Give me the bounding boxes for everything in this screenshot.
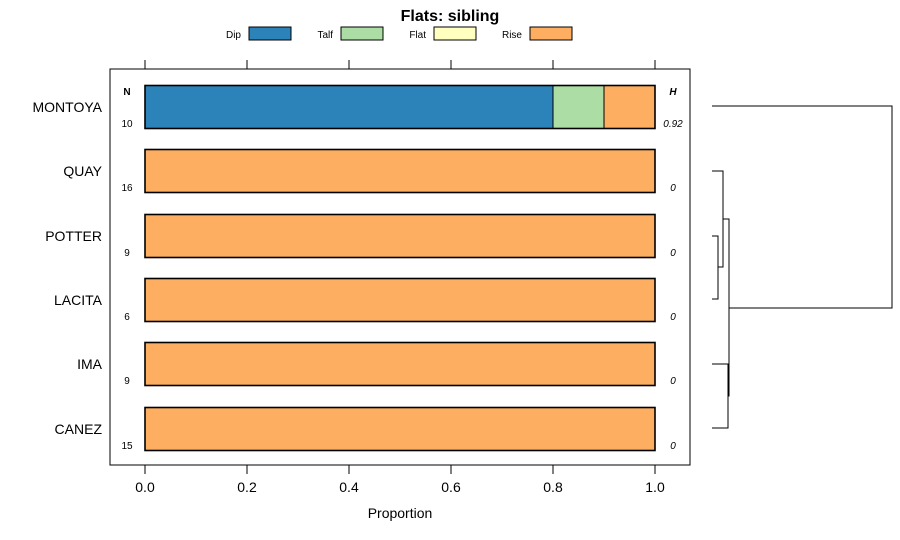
x-tick-label: 0.6 xyxy=(441,479,461,495)
dendrogram-branch-montoya xyxy=(712,105,893,309)
legend-swatch-rise xyxy=(529,26,573,41)
bar-lacita-rise xyxy=(144,278,656,322)
x-tick-label: 0.4 xyxy=(339,479,359,495)
h-header: H xyxy=(669,87,677,98)
x-tick-label: 1.0 xyxy=(645,479,665,495)
chart-title: Flats: sibling xyxy=(401,8,500,25)
dendrogram-branch-ima-canez xyxy=(712,363,729,429)
category-label-ima: IMA xyxy=(77,356,103,372)
row-annotations: MONTOYA 10 0.92 QUAY 16 0 POTTER 9 0 LACITA 6 0 IMA 9… xyxy=(33,99,684,452)
x-tick-label: 0.2 xyxy=(237,479,257,495)
n-header: N xyxy=(123,87,130,98)
category-label-montoya: MONTOYA xyxy=(33,99,103,115)
bars xyxy=(144,84,656,452)
n-value-montoya: 10 xyxy=(121,119,133,130)
h-value-montoya: 0.92 xyxy=(663,119,683,130)
n-value-quay: 16 xyxy=(121,183,133,194)
n-value-potter: 9 xyxy=(124,248,130,259)
bar-montoya-dip xyxy=(144,85,554,129)
bar-outline-ima xyxy=(144,341,656,387)
bar-ima-rise xyxy=(144,342,656,386)
h-value-potter: 0 xyxy=(670,248,676,259)
category-label-lacita: LACITA xyxy=(54,292,103,308)
bar-outline-canez xyxy=(144,406,656,452)
x-tick-label: 0.0 xyxy=(135,479,155,495)
n-value-canez: 15 xyxy=(121,441,133,452)
x-tick-label: 0.8 xyxy=(543,479,563,495)
legend-swatch-dip xyxy=(248,26,292,41)
legend: Dip Talf Flat Rise xyxy=(226,26,573,41)
category-label-potter: POTTER xyxy=(45,228,102,244)
top-axis-ticks xyxy=(144,60,656,69)
n-value-lacita: 6 xyxy=(124,312,130,323)
n-value-ima: 9 xyxy=(124,376,130,387)
legend-label-talf: Talf xyxy=(317,30,333,41)
x-axis-label: Proportion xyxy=(368,505,433,521)
legend-label-rise: Rise xyxy=(502,30,522,41)
dendrogram xyxy=(712,105,893,429)
bar-outline-quay xyxy=(144,148,656,194)
plot-panel xyxy=(109,68,691,466)
bar-potter-rise xyxy=(144,214,656,258)
bar-montoya-talf xyxy=(552,85,605,129)
bar-outline-lacita xyxy=(144,277,656,323)
bar-outline-potter xyxy=(144,213,656,259)
x-axis: 0.0 0.2 0.4 0.6 0.8 1.0 xyxy=(135,465,665,495)
h-value-canez: 0 xyxy=(670,441,676,452)
bar-quay-rise xyxy=(144,149,656,193)
legend-label-dip: Dip xyxy=(226,30,241,41)
legend-label-flat: Flat xyxy=(409,30,426,41)
bar-outline-montoya xyxy=(144,84,656,130)
dendrogram-branch-potter-lacita xyxy=(712,235,719,300)
h-value-lacita: 0 xyxy=(670,312,676,323)
legend-swatch-flat xyxy=(433,26,477,41)
bar-canez-rise xyxy=(144,407,656,451)
h-value-ima: 0 xyxy=(670,376,676,387)
category-label-canez: CANEZ xyxy=(55,421,103,437)
category-label-quay: QUAY xyxy=(63,163,102,179)
h-value-quay: 0 xyxy=(670,183,676,194)
bar-montoya-rise xyxy=(603,85,656,129)
legend-swatch-talf xyxy=(340,26,384,41)
